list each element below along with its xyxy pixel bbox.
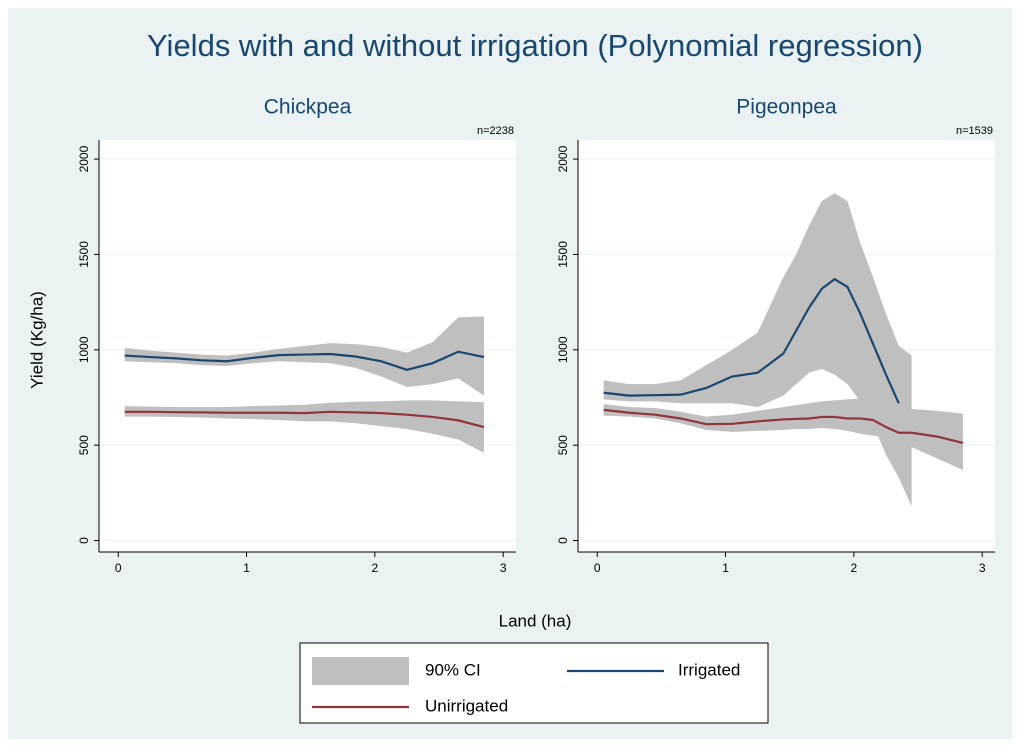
y-tick-label: 1500 bbox=[556, 241, 570, 268]
y-tick-label: 2000 bbox=[556, 145, 570, 172]
y-tick-label: 1000 bbox=[556, 336, 570, 363]
ci-band bbox=[603, 398, 963, 470]
x-axis-label: Land (ha) bbox=[499, 611, 572, 630]
panel-note: n=2238 bbox=[477, 125, 514, 137]
panel-note: n=1539 bbox=[956, 125, 993, 137]
series-line bbox=[603, 408, 964, 444]
legend-ci-swatch bbox=[312, 657, 409, 685]
y-tick-label: 500 bbox=[77, 435, 91, 455]
x-tick-label: 1 bbox=[243, 561, 250, 575]
x-tick-label: 2 bbox=[851, 561, 858, 575]
y-tick-label: 1500 bbox=[77, 241, 91, 268]
y-tick-label: 0 bbox=[77, 537, 91, 544]
x-tick-label: 2 bbox=[372, 561, 379, 575]
panel-title: Pigeonpea bbox=[736, 96, 837, 119]
legend-label: Unirrigated bbox=[425, 696, 508, 715]
y-tick-label: 1000 bbox=[77, 336, 91, 363]
x-tick-label: 3 bbox=[500, 561, 507, 575]
legend-label: Irrigated bbox=[678, 660, 740, 679]
y-tick-label: 2000 bbox=[77, 145, 91, 172]
legend-label: 90% CI bbox=[425, 660, 481, 679]
series-line bbox=[603, 277, 900, 404]
chart-title: Yields with and without irrigation (Poly… bbox=[147, 28, 923, 63]
x-tick-label: 1 bbox=[722, 561, 729, 575]
panel-title: Chickpea bbox=[264, 96, 352, 119]
y-tick-label: 500 bbox=[556, 435, 570, 455]
x-tick-label: 0 bbox=[594, 561, 601, 575]
ci-band bbox=[603, 193, 912, 507]
series-line bbox=[124, 350, 485, 371]
y-tick-label: 0 bbox=[556, 537, 570, 544]
x-tick-label: 3 bbox=[979, 561, 986, 575]
series-line bbox=[124, 410, 485, 429]
x-tick-label: 0 bbox=[115, 561, 122, 575]
ci-band bbox=[124, 316, 484, 396]
y-axis-label: Yield (Kg/ha) bbox=[27, 291, 46, 389]
